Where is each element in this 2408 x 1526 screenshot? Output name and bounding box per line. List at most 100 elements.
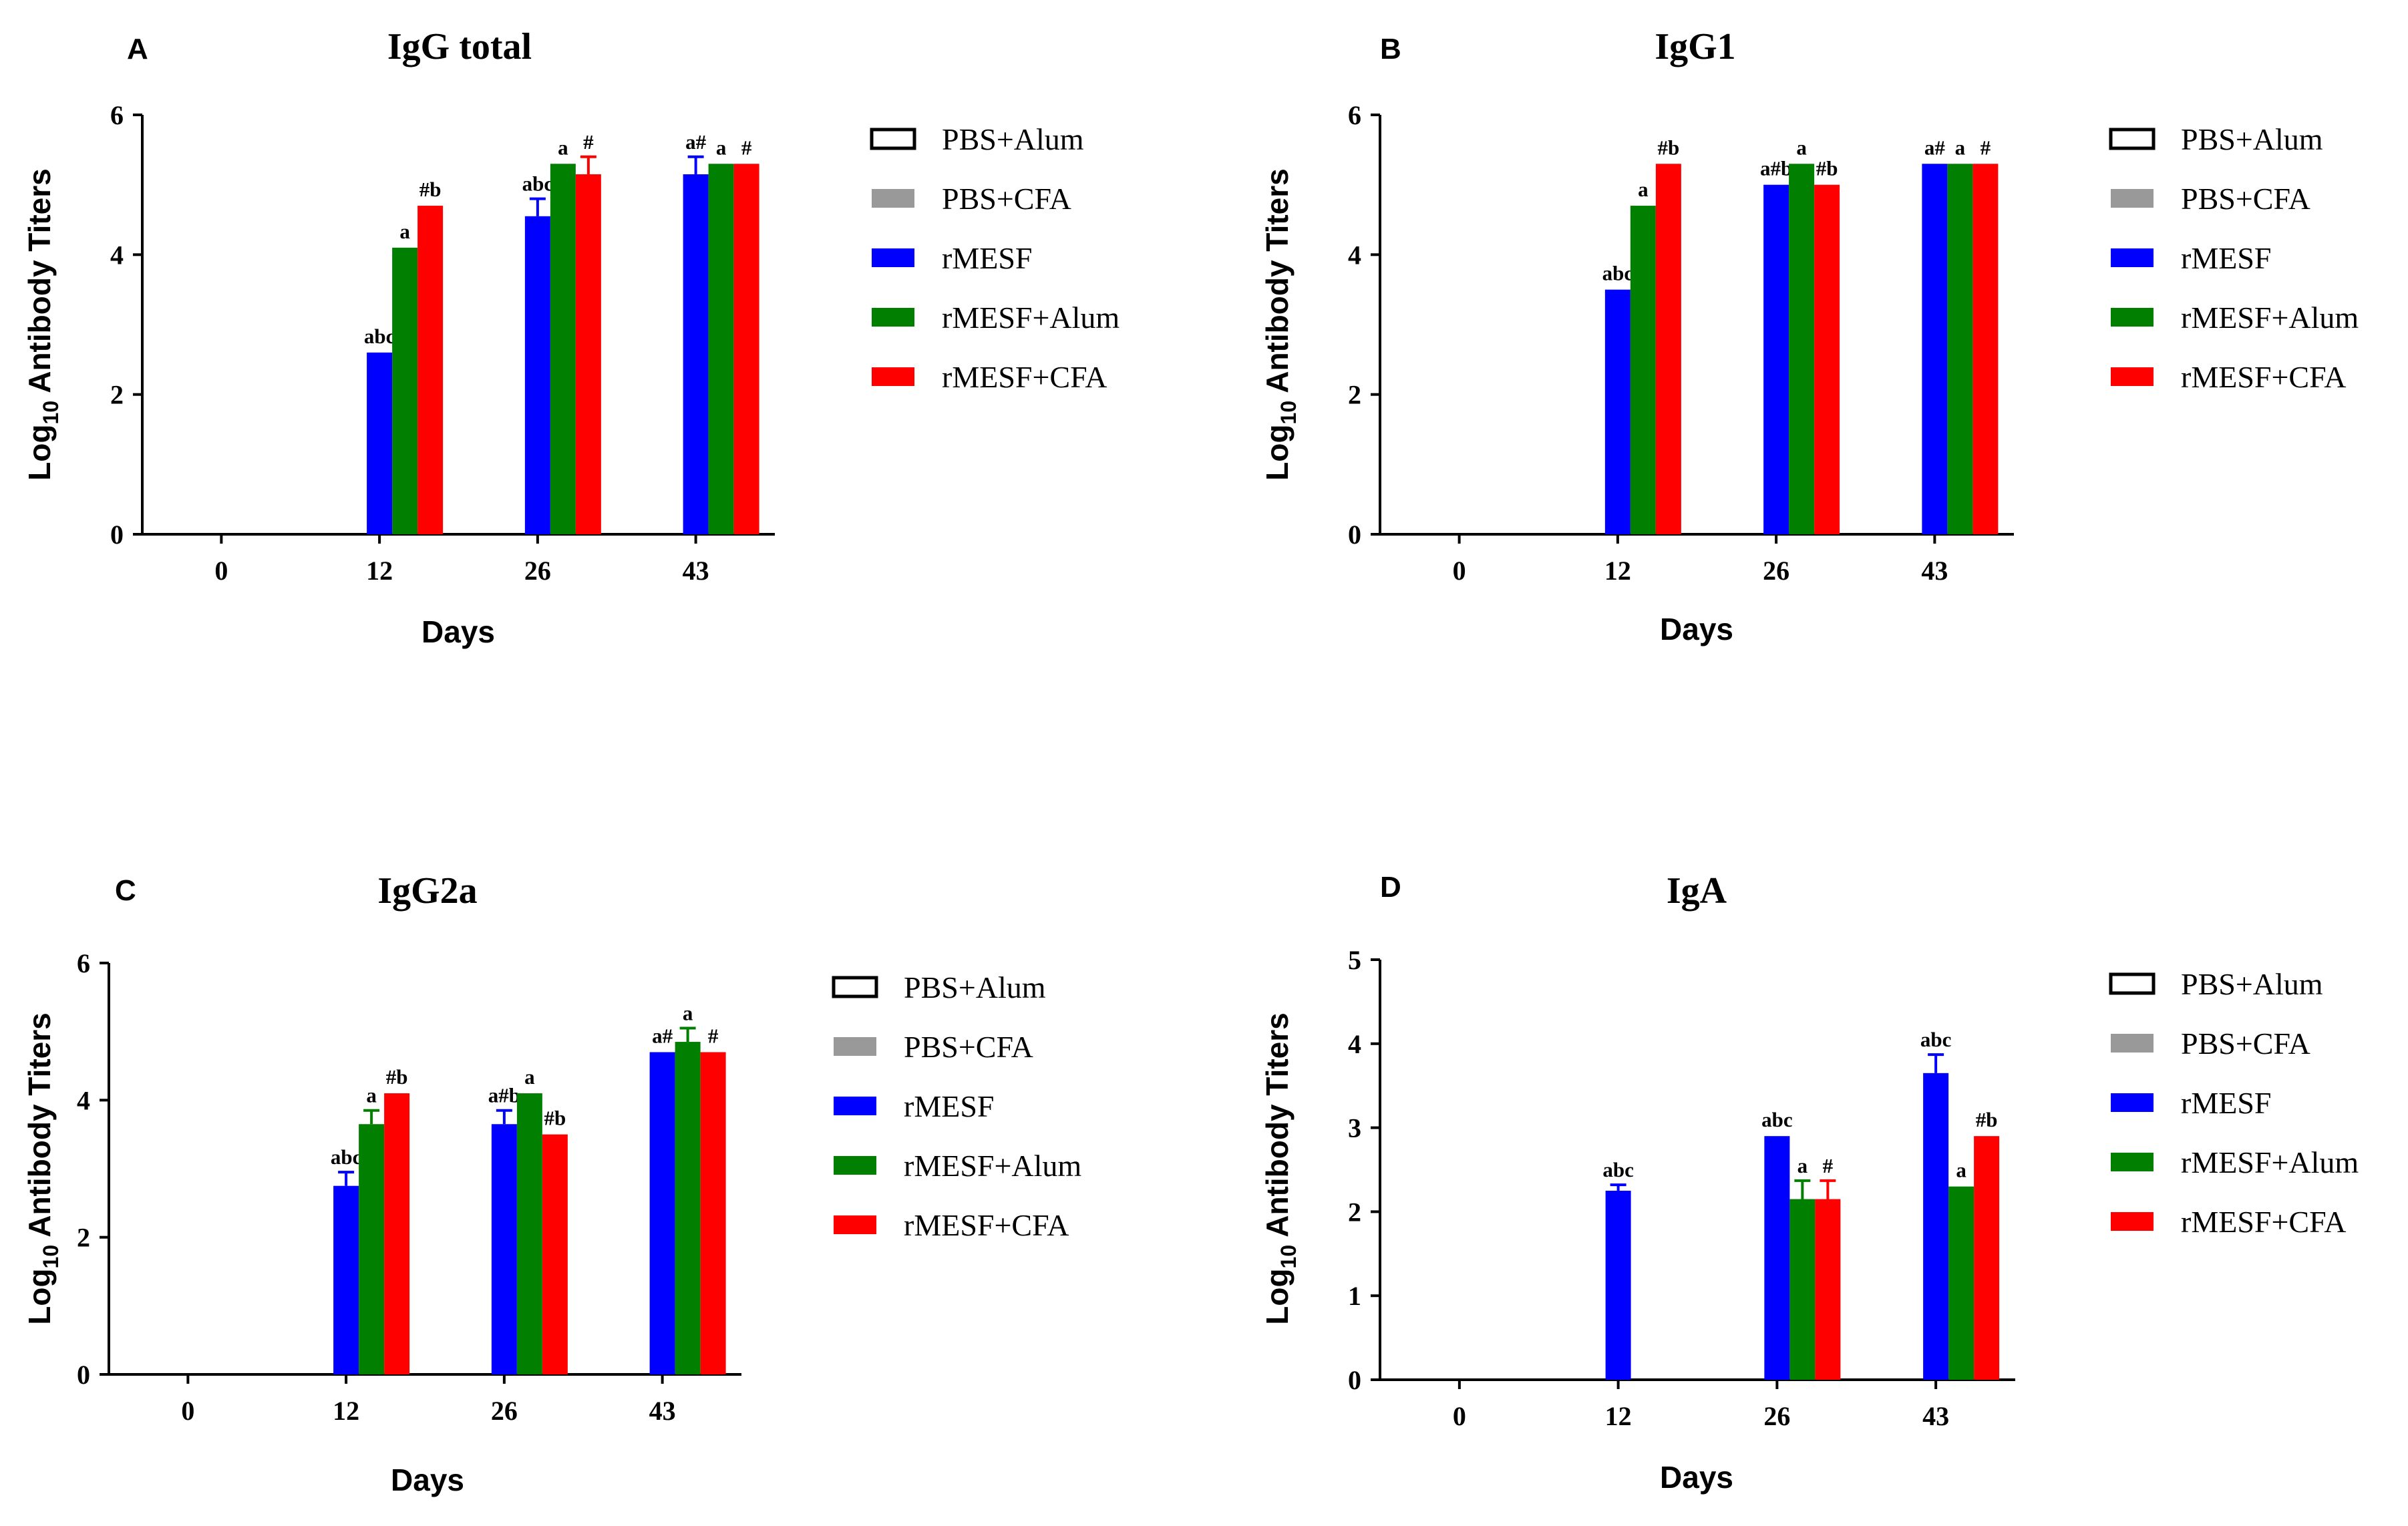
legend-swatch: [832, 976, 878, 998]
y-axis-title: Log10 Antibody Titers: [1260, 168, 1301, 480]
y-tick-label: 1: [1348, 1281, 1361, 1311]
legend-label: rMESF+CFA: [2181, 1205, 2347, 1239]
significance-label: a#: [685, 130, 707, 154]
legend-label: rMESF+Alum: [2181, 301, 2359, 335]
legend-swatch: [872, 189, 914, 208]
y-tick-label: 2: [1348, 1197, 1361, 1227]
x-tick-label: 26: [1763, 1401, 1790, 1431]
x-tick-label: 26: [491, 1396, 518, 1426]
bar: [542, 1134, 568, 1374]
legend-label: PBS+Alum: [2181, 967, 2323, 1001]
panel-letter: B: [1380, 33, 1401, 65]
y-tick-label: 5: [1348, 945, 1361, 975]
y-tick-label: 0: [1348, 1365, 1361, 1395]
significance-label: #b: [1658, 136, 1680, 159]
y-tick-label: 4: [1348, 240, 1361, 270]
bar: [733, 164, 759, 534]
bar: [417, 206, 444, 534]
legend-label: rMESF+Alum: [904, 1149, 1081, 1183]
x-axis-title: Days: [1660, 1460, 1733, 1495]
bar: [367, 352, 393, 534]
x-tick-label: 12: [1605, 1401, 1632, 1431]
y-tick-label: 6: [77, 948, 90, 978]
bar: [333, 1185, 359, 1374]
bar: [1764, 1136, 1790, 1380]
x-tick-label: 12: [366, 556, 393, 586]
significance-label: #b: [1976, 1108, 1998, 1131]
legend: PBS+Alum PBS+CFA rMESF rMESF+Alum rMESF+CFA: [2109, 122, 2359, 394]
legend-label: rMESF+CFA: [942, 360, 1107, 394]
legend-swatch: [2111, 367, 2154, 386]
legend-swatch: [2111, 248, 2154, 267]
x-tick-label: 0: [1453, 1401, 1466, 1431]
legend-label: rMESF+Alum: [2181, 1145, 2359, 1179]
legend-label: PBS+CFA: [904, 1030, 1033, 1064]
bar: [683, 174, 709, 534]
significance-label: abc: [1761, 1108, 1793, 1131]
bar: [675, 1042, 701, 1374]
bar: [700, 1052, 726, 1374]
significance-label: #b: [1816, 157, 1838, 180]
bar: [1923, 1073, 1949, 1380]
legend-swatch: [872, 248, 914, 267]
significance-label: a#: [652, 1024, 673, 1047]
y-tick-label: 4: [110, 240, 124, 270]
significance-label: abc: [1602, 1158, 1634, 1181]
legend-swatch: [834, 1215, 876, 1234]
significance-label: a: [366, 1084, 377, 1107]
panel-letter: A: [127, 33, 148, 65]
bar: [550, 164, 576, 534]
legend-label: rMESF: [2181, 241, 2271, 275]
legend-label: PBS+Alum: [942, 122, 1084, 156]
significance-label: a: [683, 1002, 693, 1025]
chart-title: IgA: [1667, 870, 1727, 912]
legend-swatch: [2109, 972, 2156, 995]
x-axis-title: Days: [1660, 612, 1733, 646]
bar: [516, 1093, 542, 1374]
significance-label: #b: [386, 1065, 408, 1089]
bar: [708, 164, 734, 534]
legend-swatch: [2111, 1093, 2154, 1112]
y-tick-label: 0: [110, 520, 124, 550]
x-tick-label: 0: [1453, 556, 1466, 586]
bar: [1972, 164, 1999, 534]
bar: [575, 174, 601, 534]
legend: PBS+Alum PBS+CFA rMESF rMESF+Alum rMESF+CFA: [2109, 967, 2359, 1239]
bar: [1947, 164, 1973, 534]
x-tick-label: 12: [333, 1396, 359, 1426]
x-axis-title: Days: [391, 1463, 464, 1497]
legend-swatch: [2111, 189, 2154, 208]
x-tick-label: 0: [214, 556, 228, 586]
bar: [1974, 1136, 2000, 1380]
legend-label: rMESF+CFA: [904, 1208, 1069, 1242]
bar: [649, 1052, 675, 1374]
legend-swatch: [834, 1097, 876, 1115]
significance-label: abc: [1920, 1028, 1952, 1051]
x-tick-label: 12: [1604, 556, 1631, 586]
legend-label: rMESF: [2181, 1086, 2271, 1120]
legend-swatch: [2111, 1034, 2154, 1053]
significance-label: a: [1955, 136, 1966, 159]
legend-swatch: [834, 1156, 876, 1175]
significance-label: abc: [1602, 262, 1634, 285]
x-axis-title: Days: [421, 614, 495, 649]
y-tick-label: 3: [1348, 1113, 1361, 1143]
legend-swatch: [2111, 1212, 2154, 1231]
x-tick-label: 43: [1922, 1401, 1949, 1431]
x-tick-label: 26: [1763, 556, 1789, 586]
legend-label: PBS+Alum: [904, 970, 1046, 1004]
bar: [1814, 184, 1840, 535]
y-axis-title: Log10 Antibody Titers: [22, 1012, 63, 1324]
x-tick-label: 43: [683, 556, 709, 586]
bar: [491, 1124, 517, 1374]
x-tick-label: 43: [649, 1396, 676, 1426]
significance-label: a: [1638, 178, 1649, 201]
bar: [524, 216, 550, 534]
legend-label: PBS+Alum: [2181, 122, 2323, 156]
y-tick-label: 4: [1348, 1029, 1361, 1059]
significance-label: #: [1823, 1154, 1834, 1177]
legend: PBS+Alum PBS+CFA rMESF rMESF+Alum rMESF+CFA: [832, 970, 1081, 1242]
